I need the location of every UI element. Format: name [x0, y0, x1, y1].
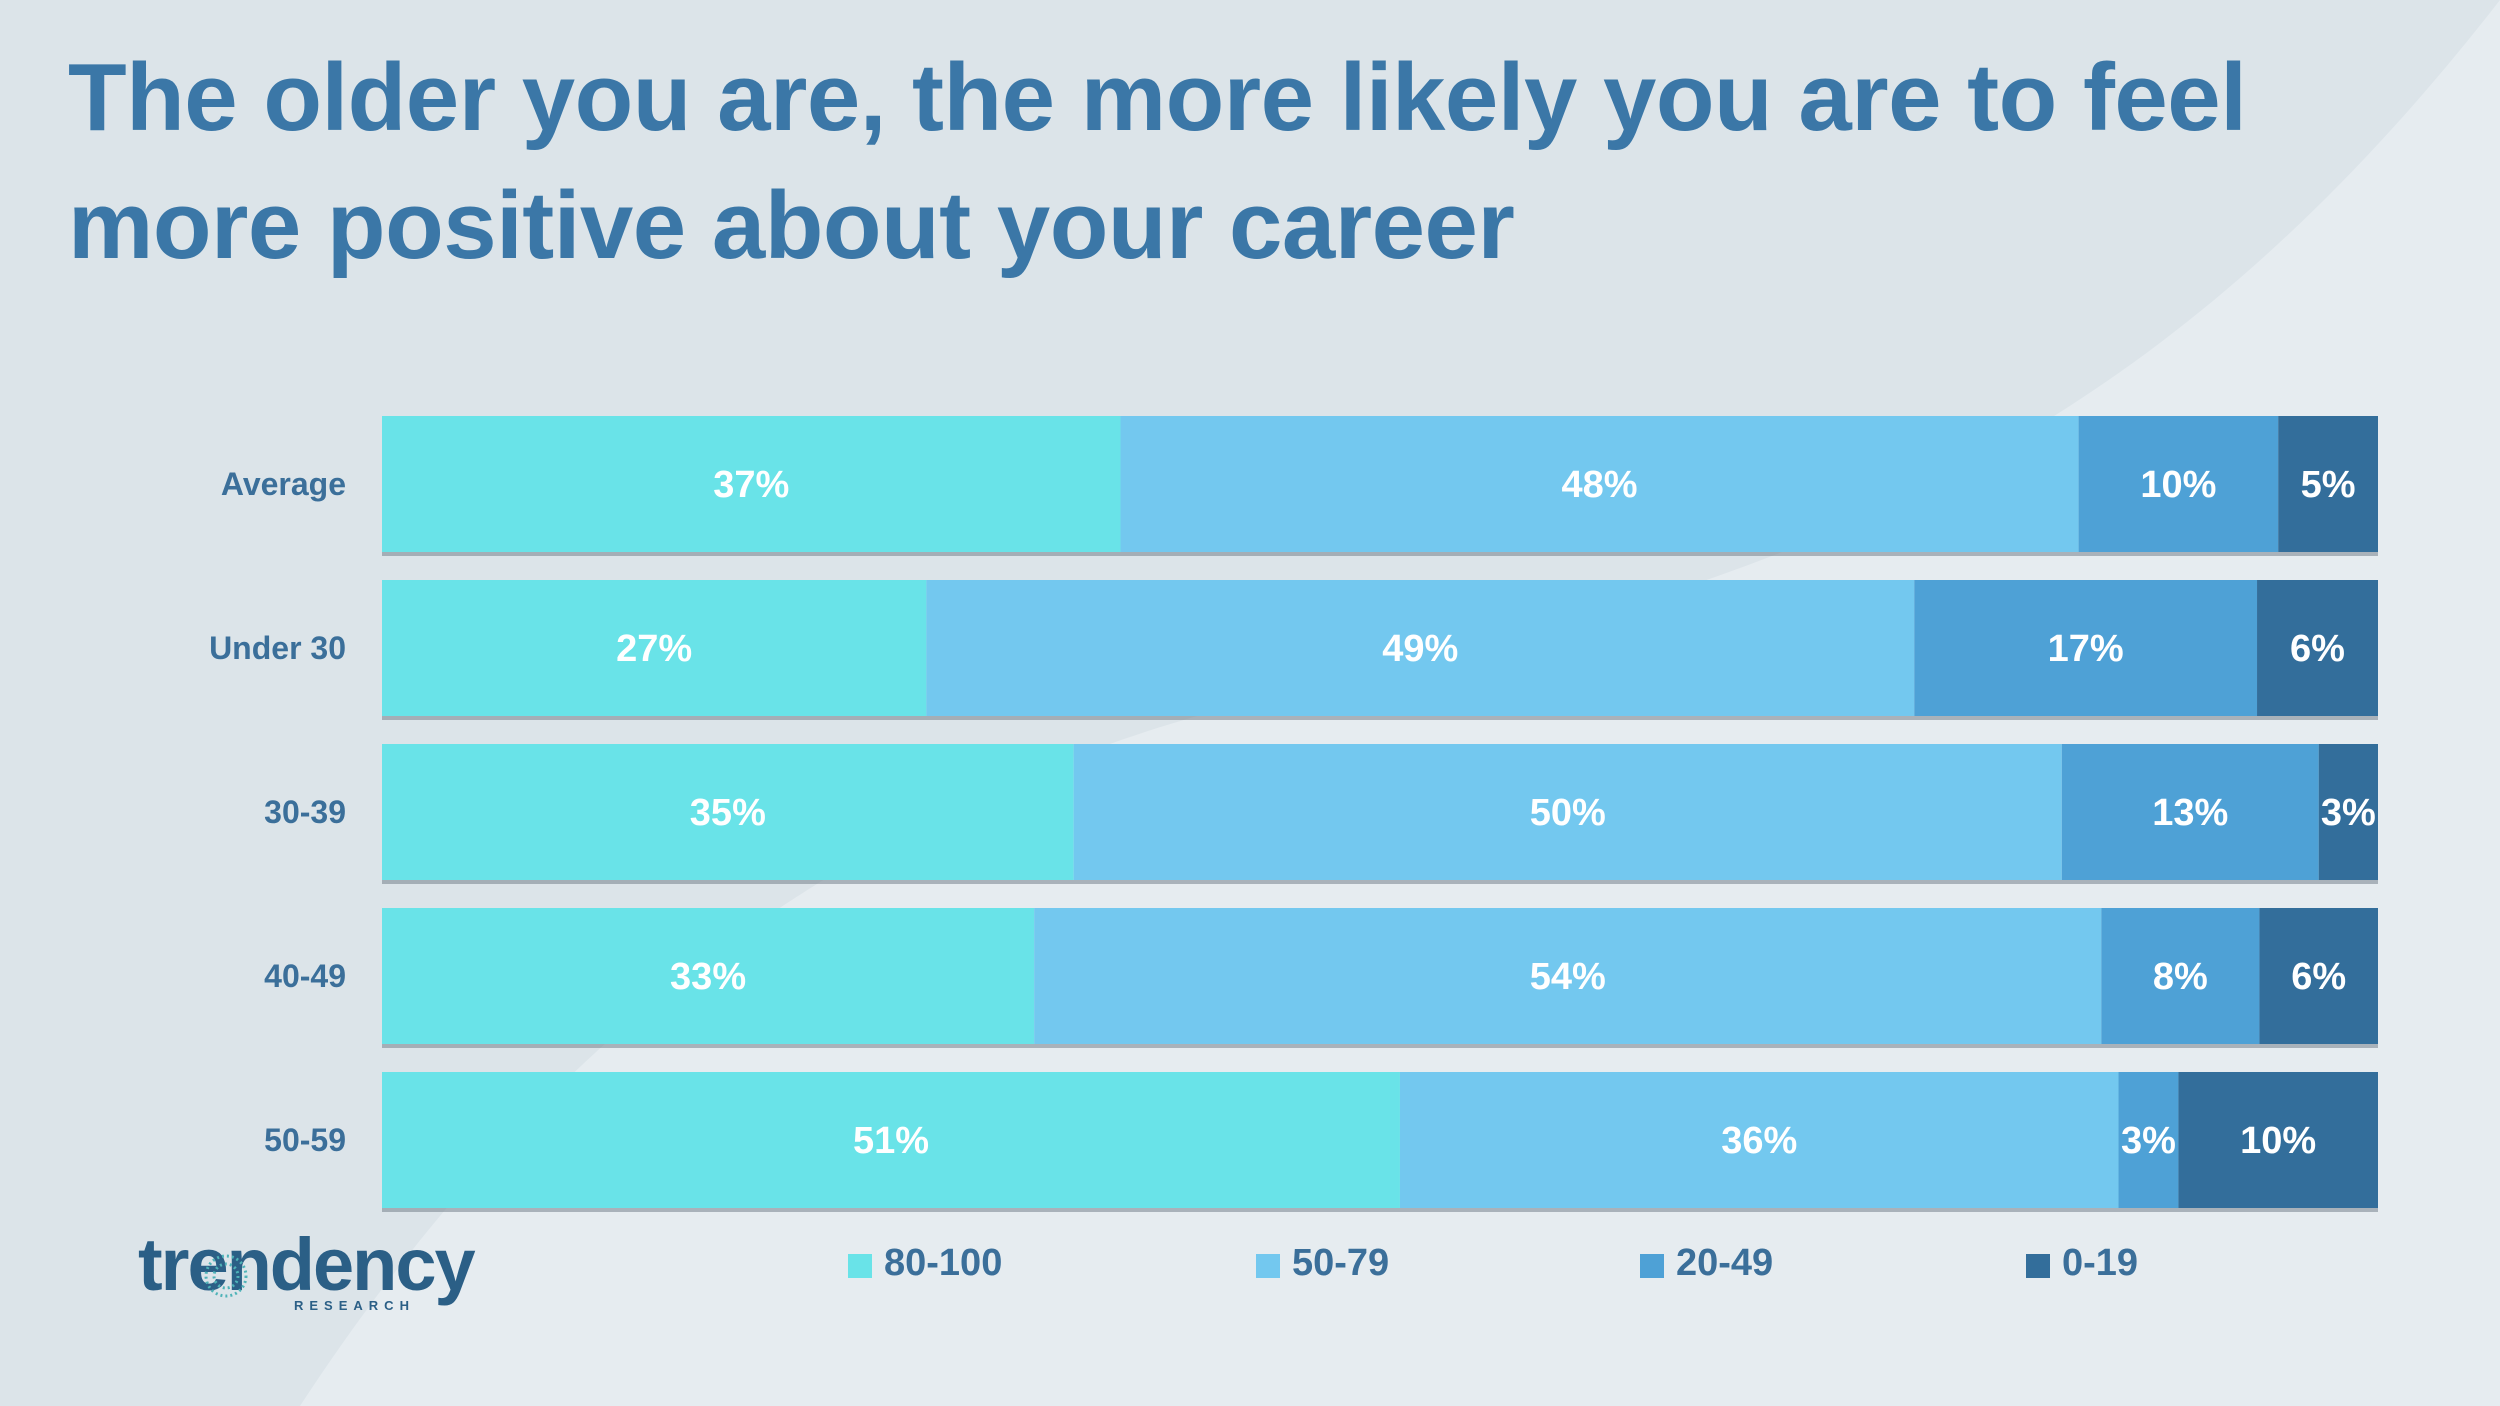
- legend-label-20-49: 20-49: [1676, 1242, 1773, 1284]
- bar-average-80-100: [382, 416, 1121, 552]
- bar-under-30-0-19: [2257, 580, 2378, 716]
- legend: 80-100 50-79 20-49 0-19: [848, 1242, 2138, 1284]
- bar-under-30-20-49: [1914, 580, 2258, 716]
- legend-swatch-80-100: [848, 1254, 872, 1278]
- data-label-30-39-0-19: 3%: [2321, 792, 2376, 834]
- bar-50-59-20-49: [2118, 1072, 2179, 1208]
- bar-50-59-50-79: [1399, 1072, 2119, 1208]
- logo-dot-icon: [204, 1254, 248, 1298]
- data-label-50-59-80-100: 51%: [853, 1120, 929, 1162]
- bar-40-49-50-79: [1034, 908, 2102, 1044]
- trendency-logo: trendency RESEARCH: [138, 1226, 478, 1316]
- data-label-under-30-0-19: 6%: [2290, 628, 2345, 670]
- bar-average-20-49: [2078, 416, 2279, 552]
- data-label-under-30-80-100: 27%: [616, 628, 692, 670]
- data-label-average-80-100: 37%: [713, 464, 789, 506]
- data-label-average-20-49: 10%: [2140, 464, 2216, 506]
- data-label-40-49-80-100: 33%: [670, 956, 746, 998]
- data-label-average-0-19: 5%: [2301, 464, 2356, 506]
- bar-shadow-30-39: [382, 880, 2378, 884]
- bar-under-30-50-79: [926, 580, 1915, 716]
- logo-subtitle: RESEARCH: [294, 1298, 415, 1313]
- data-label-30-39-80-100: 35%: [690, 792, 766, 834]
- legend-swatch-20-49: [1640, 1254, 1664, 1278]
- category-label-average: Average: [221, 466, 346, 502]
- bar-shadow-50-59: [382, 1208, 2378, 1212]
- bar-30-39-80-100: [382, 744, 1074, 880]
- legend-swatch-0-19: [2026, 1254, 2050, 1278]
- bar-30-39-20-49: [2061, 744, 2319, 880]
- data-label-50-59-50-79: 36%: [1721, 1120, 1797, 1162]
- data-label-50-59-20-49: 3%: [2121, 1120, 2176, 1162]
- legend-label-0-19: 0-19: [2062, 1242, 2138, 1284]
- bar-shadow-average: [382, 552, 2378, 556]
- data-label-40-49-20-49: 8%: [2153, 956, 2208, 998]
- data-label-40-49-50-79: 54%: [1530, 956, 1606, 998]
- legend-swatch-50-79: [1256, 1254, 1280, 1278]
- bar-50-59-80-100: [382, 1072, 1400, 1208]
- bar-average-50-79: [1120, 416, 2079, 552]
- bar-shadow-under-30: [382, 716, 2378, 720]
- category-label-50-59: 50-59: [264, 1122, 346, 1158]
- data-label-average-50-79: 48%: [1562, 464, 1638, 506]
- bar-30-39-0-19: [2318, 744, 2378, 880]
- bar-40-49-0-19: [2259, 908, 2378, 1044]
- bar-40-49-20-49: [2101, 908, 2260, 1044]
- bar-shadow-40-49: [382, 1044, 2378, 1048]
- data-label-under-30-50-79: 49%: [1382, 628, 1458, 670]
- bar-50-59-0-19: [2178, 1072, 2378, 1208]
- data-label-under-30-20-49: 17%: [2048, 628, 2124, 670]
- bar-under-30-80-100: [382, 580, 927, 716]
- category-label-under-30: Under 30: [209, 630, 346, 666]
- category-label-40-49: 40-49: [264, 958, 346, 994]
- bars-layer: Average 37% 48% 10% 5% Under 30 27% 49% 17% 6% 30-…: [209, 416, 2378, 1212]
- chart-title: The older you are, the more likely you a…: [68, 44, 2247, 279]
- legend-label-50-79: 50-79: [1292, 1242, 1389, 1284]
- bar-30-39-50-79: [1073, 744, 2062, 880]
- data-label-30-39-20-49: 13%: [2152, 792, 2228, 834]
- data-label-30-39-50-79: 50%: [1530, 792, 1606, 834]
- bar-average-0-19: [2278, 416, 2378, 552]
- bar-40-49-80-100: [382, 908, 1035, 1044]
- logo-wordmark: trendency: [138, 1223, 476, 1306]
- category-label-30-39: 30-39: [264, 794, 346, 830]
- data-label-40-49-0-19: 6%: [2291, 956, 2346, 998]
- legend-label-80-100: 80-100: [884, 1242, 1002, 1284]
- data-label-50-59-0-19: 10%: [2240, 1120, 2316, 1162]
